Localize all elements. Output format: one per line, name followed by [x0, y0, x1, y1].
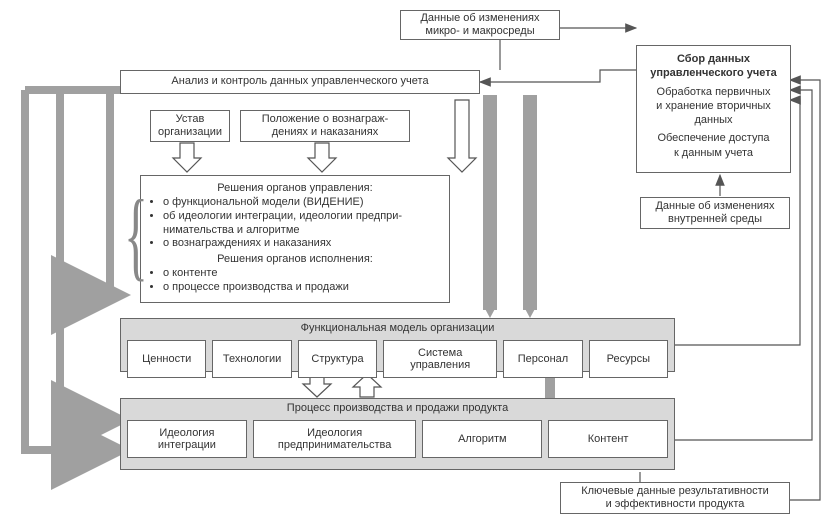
label: Технологии	[223, 353, 281, 365]
box-process: Процесс производства и продажи продукта …	[120, 398, 675, 470]
funcmodel-c6: Ресурсы	[589, 340, 668, 378]
label: Идеология интеграции	[158, 427, 216, 451]
funcmodel-c3: Структура	[298, 340, 377, 378]
funcmodel-c2: Технологии	[212, 340, 291, 378]
funcmodel-c1: Ценности	[127, 340, 206, 378]
decisions-h2: Решения органов исполнения:	[149, 251, 441, 267]
label: Система управления	[388, 347, 492, 371]
box-decisions: Решения органов управления: о функционал…	[140, 175, 450, 303]
label: Персонал	[518, 353, 569, 365]
box-charter: Устав организации	[150, 110, 230, 142]
decisions-b1: о функциональной модели (ВИДЕНИЕ)	[163, 196, 441, 210]
funcmodel-c5: Персонал	[503, 340, 582, 378]
funcmodel-title: Функциональная модель организации	[121, 319, 674, 340]
process-c1: Идеология интеграции	[127, 420, 247, 458]
box-rewards: Положение о вознаграж- дениях и наказани…	[240, 110, 410, 142]
box-collect: Сбор данных управленческого учета Обрабо…	[636, 45, 791, 173]
decisions-b5: о процессе производства и продажи	[163, 281, 441, 295]
collect-l2: Обеспечение доступа к данным учета	[645, 131, 782, 160]
funcmodel-c4: Система управления	[383, 340, 497, 378]
decisions-b4: о контенте	[163, 267, 441, 281]
label: Ценности	[142, 353, 191, 365]
box-internal-env: Данные об изменениях внутренней среды	[640, 197, 790, 229]
label: Устав организации	[158, 113, 222, 139]
label: Данные об изменениях микро- и макросреды	[420, 12, 539, 38]
label: Алгоритм	[458, 433, 507, 445]
process-row: Идеология интеграции Идеология предприни…	[121, 420, 674, 464]
box-kpi: Ключевые данные результативности и эффек…	[560, 482, 790, 514]
decisions-b2: об идеологии интеграции, идеологии предп…	[163, 210, 441, 238]
decisions-h1: Решения органов управления:	[149, 180, 441, 196]
decisions-list-1: о функциональной модели (ВИДЕНИЕ) об иде…	[163, 196, 441, 251]
box-env-changes: Данные об изменениях микро- и макросреды	[400, 10, 560, 40]
process-c2: Идеология предпринимательства	[253, 420, 417, 458]
decisions-list-2: о контенте о процессе производства и про…	[163, 267, 441, 295]
box-analysis: Анализ и контроль данных управленческого…	[120, 70, 480, 94]
label: Анализ и контроль данных управленческого…	[171, 75, 428, 88]
brace-icon: {	[124, 185, 148, 285]
label: Контент	[588, 433, 629, 445]
diagram-canvas: { "colors": { "border": "#666666", "gray…	[0, 0, 825, 524]
decisions-b3: о вознаграждениях и наказаниях	[163, 237, 441, 251]
collect-l1: Обработка первичных и хранение вторичных…	[645, 85, 782, 128]
label: Идеология предпринимательства	[278, 427, 391, 451]
funcmodel-row: Ценности Технологии Структура Система уп…	[121, 340, 674, 384]
label: Ресурсы	[607, 353, 650, 365]
box-funcmodel: Функциональная модель организации Ценнос…	[120, 318, 675, 372]
label: Положение о вознаграж- дениях и наказани…	[262, 113, 389, 139]
collect-bold: Сбор данных управленческого учета	[645, 52, 782, 81]
label: Ключевые данные результативности и эффек…	[581, 485, 769, 511]
label: Данные об изменениях внутренней среды	[655, 200, 774, 226]
label: Структура	[311, 353, 363, 365]
process-c3: Алгоритм	[422, 420, 542, 458]
process-c4: Контент	[548, 420, 668, 458]
process-title: Процесс производства и продажи продукта	[121, 399, 674, 420]
